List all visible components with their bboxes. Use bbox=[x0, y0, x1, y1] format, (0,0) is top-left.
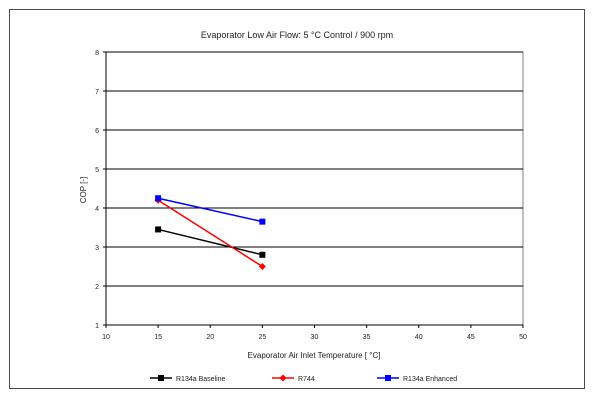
series-r134a-enhanced bbox=[155, 195, 266, 225]
data-point bbox=[258, 263, 266, 270]
series-r134a-baseline bbox=[155, 226, 266, 258]
data-point bbox=[155, 195, 162, 202]
legend-marker bbox=[158, 375, 164, 381]
y-tick-label: 7 bbox=[95, 89, 99, 96]
data-point bbox=[259, 218, 266, 225]
data-point bbox=[259, 251, 266, 258]
legend-item: R134a Enhanced bbox=[377, 375, 457, 383]
y-tick-label: 8 bbox=[95, 50, 99, 57]
x-tick-label: 45 bbox=[467, 334, 475, 341]
y-tick-label: 1 bbox=[95, 323, 99, 330]
series-line bbox=[157, 228, 263, 256]
plot-area bbox=[105, 51, 524, 326]
gridlines bbox=[106, 51, 523, 287]
x-tick-label: 20 bbox=[206, 334, 214, 341]
series-group bbox=[154, 195, 266, 270]
axes bbox=[103, 51, 524, 328]
legend-label: R134a Enhanced bbox=[403, 376, 457, 383]
y-tick-label: 4 bbox=[95, 206, 99, 213]
chart-title: Evaporator Low Air Flow: 5 °C Control / … bbox=[201, 30, 393, 40]
y-axis-label: COP [-] bbox=[79, 177, 88, 204]
legend-item: R744 bbox=[272, 374, 315, 383]
x-tick-label: 10 bbox=[102, 334, 110, 341]
y-tick-label: 2 bbox=[95, 284, 99, 291]
y-tick-label: 6 bbox=[95, 128, 99, 135]
x-tick-label: 50 bbox=[519, 334, 527, 341]
x-tick-label: 25 bbox=[258, 334, 266, 341]
legend-marker bbox=[385, 375, 391, 381]
legend-item: R134a Baseline bbox=[150, 375, 226, 383]
legend-label: R744 bbox=[298, 376, 315, 383]
x-tick-label: 40 bbox=[415, 334, 423, 341]
data-point bbox=[155, 226, 162, 233]
y-tick-label: 5 bbox=[95, 167, 99, 174]
x-tick-label: 15 bbox=[154, 334, 162, 341]
legend-label: R134a Baseline bbox=[176, 376, 226, 383]
series-line bbox=[157, 199, 263, 268]
series-line bbox=[157, 197, 263, 223]
x-tick-label: 35 bbox=[363, 334, 371, 341]
x-axis-label: Evaporator Air Inlet Temperature [ °C] bbox=[248, 351, 381, 360]
y-tick-label: 3 bbox=[95, 245, 99, 252]
legend: R134a Baseline R744 R134a Enhanced bbox=[150, 374, 457, 383]
x-tick-label: 30 bbox=[311, 334, 319, 341]
legend-marker bbox=[279, 374, 287, 382]
